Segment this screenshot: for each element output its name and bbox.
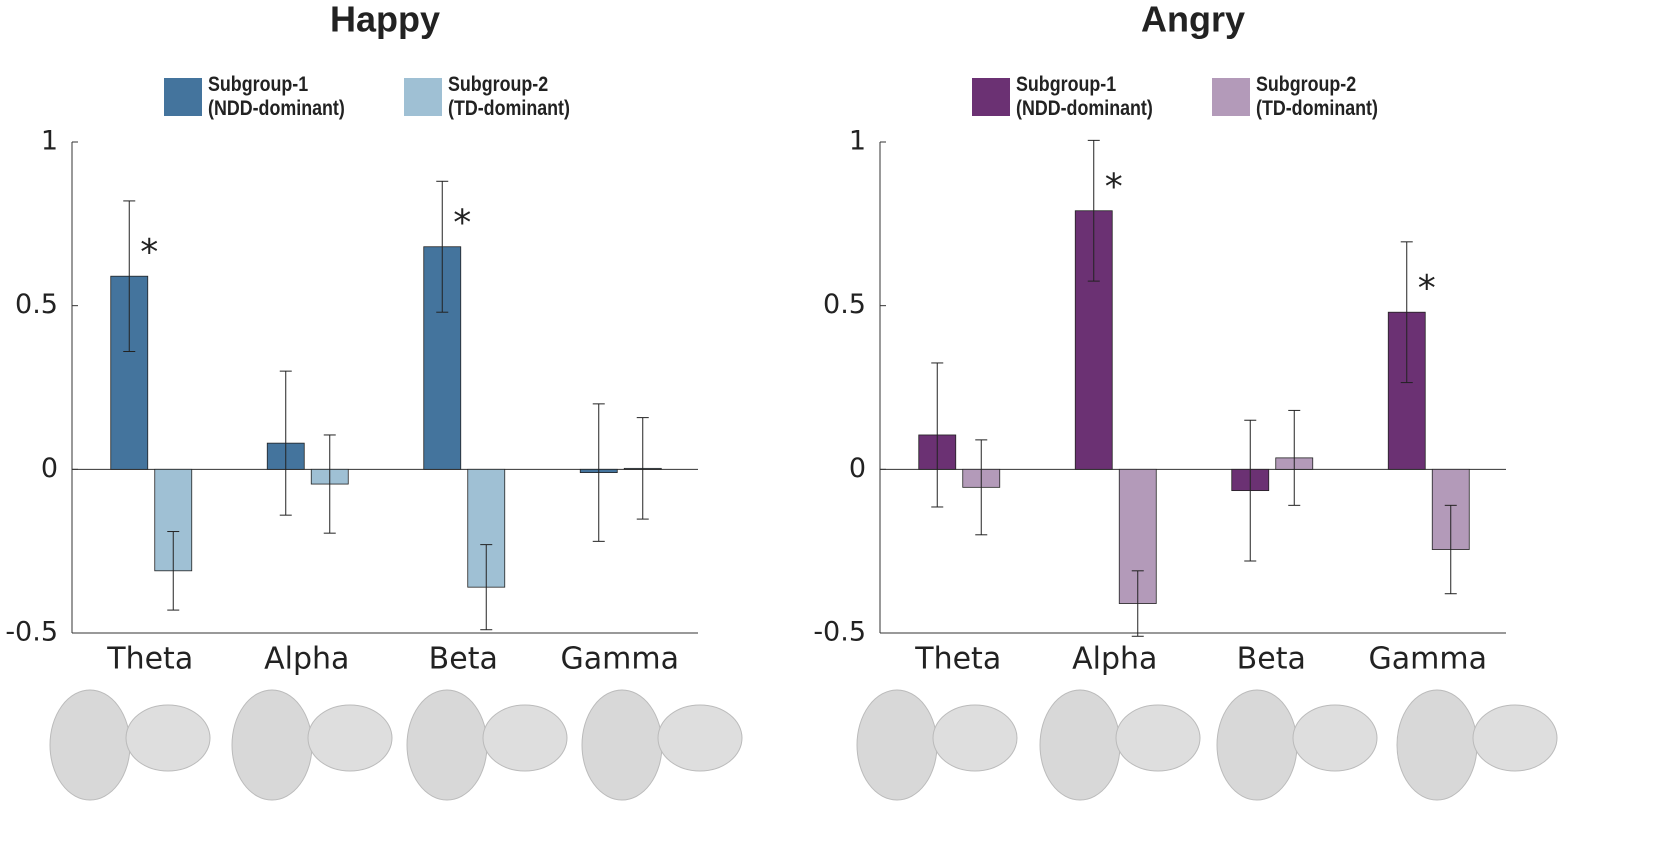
error-bar [279, 370, 292, 516]
error-bar [167, 531, 180, 611]
x-tick-label: Beta [1237, 642, 1306, 677]
brain-side [932, 704, 1018, 772]
brain-images [49, 689, 1558, 801]
significance-marker: * [140, 232, 158, 273]
x-tick-label: Alpha [264, 642, 349, 677]
brain-top [1039, 689, 1121, 801]
error-bar [636, 417, 649, 520]
legend-label: Subgroup-1 (NDD-dominant) [208, 73, 345, 120]
y-tick-label: 0 [41, 453, 58, 484]
x-tick-label: Beta [429, 642, 498, 677]
brain-side [307, 704, 393, 772]
legend-swatch [164, 78, 202, 116]
brain-side [125, 704, 211, 772]
error-bar [1444, 504, 1457, 595]
error-bar [1087, 139, 1100, 282]
error-bar [480, 544, 493, 631]
legend-label: Subgroup-2 (TD-dominant) [1256, 73, 1378, 120]
x-tick-label: Alpha [1072, 642, 1157, 677]
error-bar [592, 403, 605, 542]
error-bar [436, 180, 449, 313]
x-tick-label: Gamma [1369, 642, 1487, 677]
error-bar [975, 439, 988, 536]
y-tick-label: 1 [41, 126, 58, 157]
error-bar [931, 362, 944, 508]
significance-marker: * [453, 203, 471, 244]
x-tick-label: Gamma [561, 642, 679, 677]
brain-side [1292, 704, 1378, 772]
error-bar [1131, 570, 1144, 637]
brain-side [1472, 704, 1558, 772]
brain-top [1216, 689, 1298, 801]
chart-title: Angry [1141, 0, 1245, 40]
significance-marker: * [1418, 268, 1436, 309]
brain-top [581, 689, 663, 801]
brain-side [657, 704, 743, 772]
brain-top [231, 689, 313, 801]
brain-side [482, 704, 568, 772]
error-bar [1288, 409, 1301, 506]
legend-swatch [404, 78, 442, 116]
significance-marker: * [1105, 167, 1123, 208]
y-tick-label: 0.5 [823, 289, 866, 320]
error-bar [123, 200, 136, 352]
legend-swatch [1212, 78, 1250, 116]
brain-top [1396, 689, 1478, 801]
error-bar [1400, 241, 1413, 384]
y-tick-label: 0.5 [15, 289, 58, 320]
brain-top [49, 689, 131, 801]
legend-label: Subgroup-1 (NDD-dominant) [1016, 73, 1153, 120]
y-tick-label: -0.5 [813, 617, 866, 648]
legend-swatch [972, 78, 1010, 116]
y-tick-label: 1 [849, 126, 866, 157]
error-bar [323, 434, 336, 534]
x-tick-label: Theta [914, 642, 1001, 677]
y-tick-label: -0.5 [5, 617, 58, 648]
brain-side [1115, 704, 1201, 772]
legend-label: Subgroup-2 (TD-dominant) [448, 73, 570, 120]
y-tick-label: 0 [849, 453, 866, 484]
chart-title: Happy [330, 0, 440, 40]
brain-top [856, 689, 938, 801]
brain-top [406, 689, 488, 801]
x-tick-label: Theta [106, 642, 193, 677]
error-bar [1244, 419, 1257, 562]
